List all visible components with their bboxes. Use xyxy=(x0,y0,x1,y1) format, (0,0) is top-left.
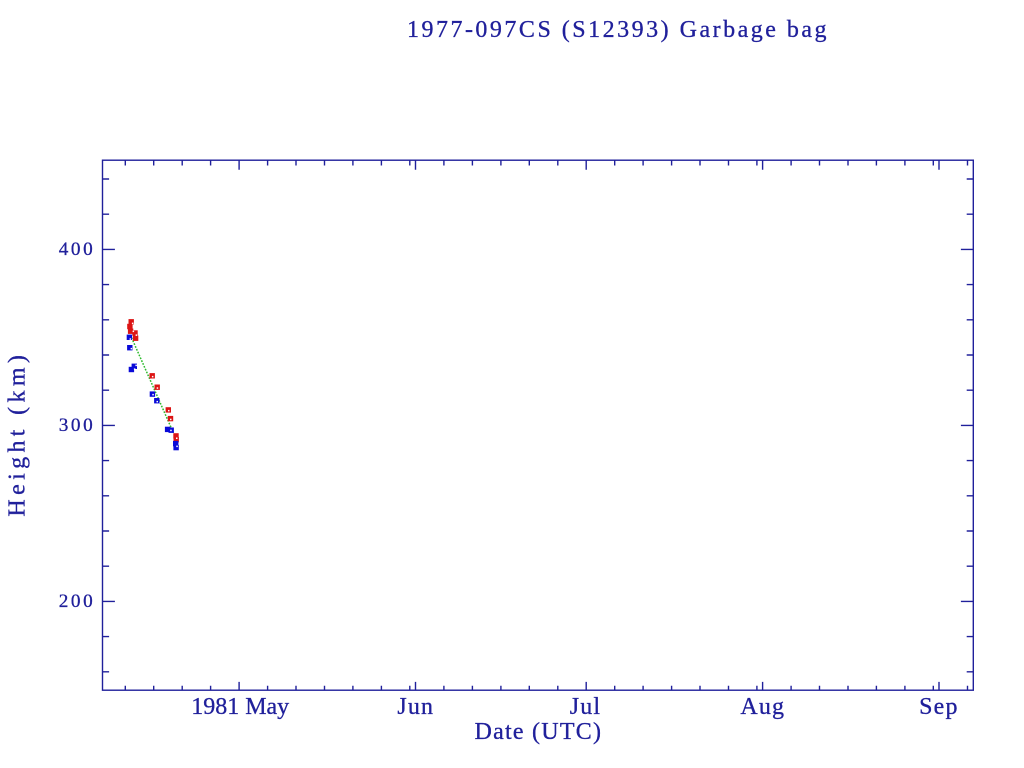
svg-text:Aug: Aug xyxy=(740,694,785,720)
svg-text:Jul: Jul xyxy=(570,694,602,720)
svg-text:Height (km): Height (km) xyxy=(4,351,30,517)
svg-text:300: 300 xyxy=(59,415,96,436)
svg-text:Date (UTC): Date (UTC) xyxy=(475,719,603,745)
svg-text:200: 200 xyxy=(59,591,96,612)
svg-text:Jun: Jun xyxy=(397,694,434,720)
svg-text:1981 May: 1981 May xyxy=(191,694,289,720)
svg-text:400: 400 xyxy=(59,239,96,260)
svg-text:1977-097CS (S12393) Garbage ba: 1977-097CS (S12393) Garbage bag xyxy=(407,17,829,43)
svg-text:Sep: Sep xyxy=(919,694,959,720)
